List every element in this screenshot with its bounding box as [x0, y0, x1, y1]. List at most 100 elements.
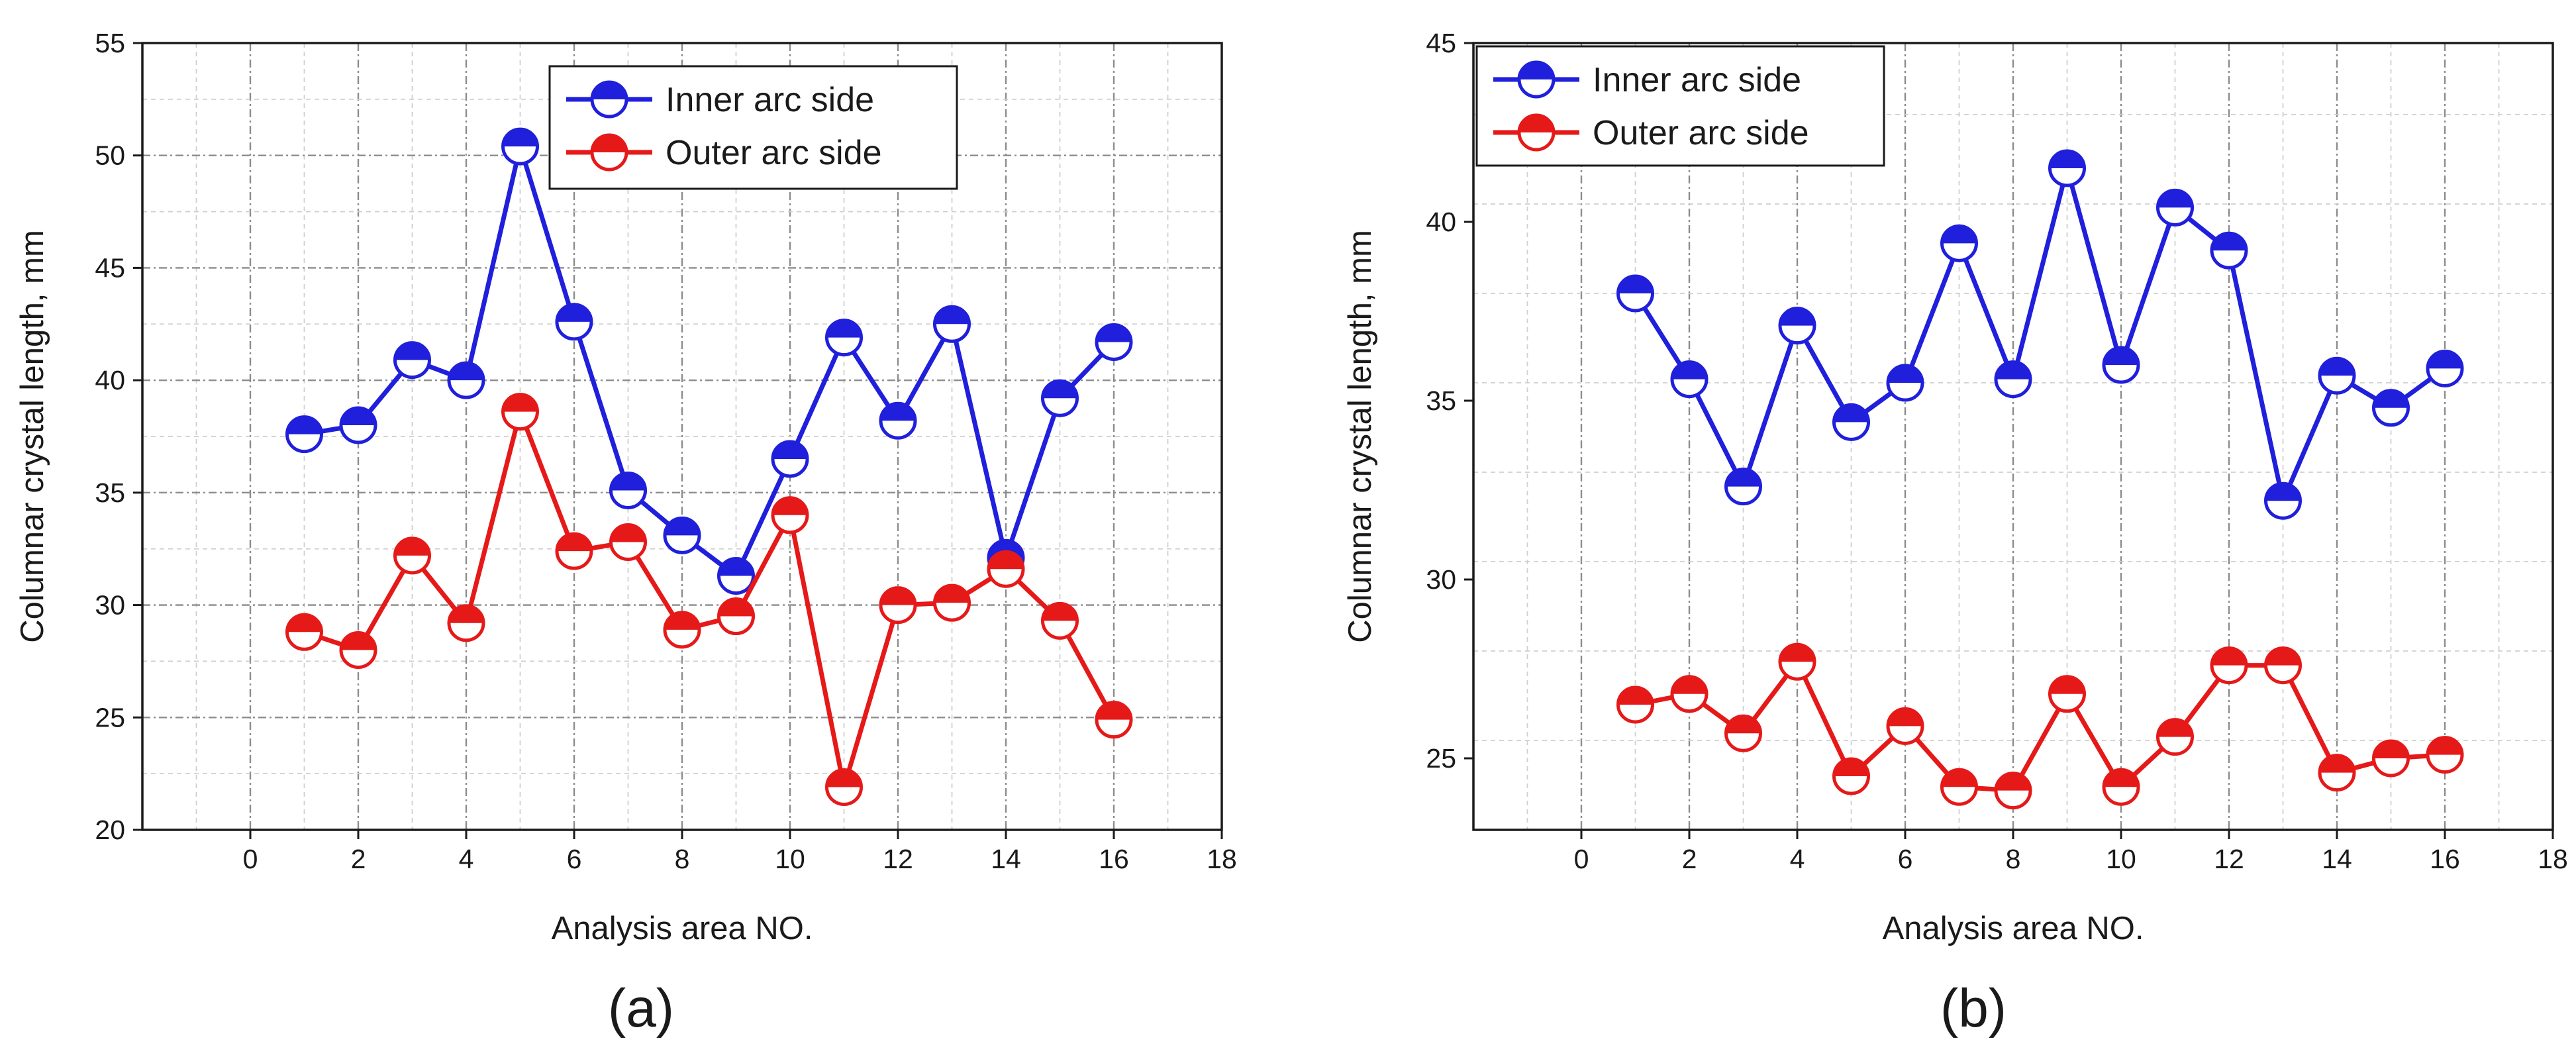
data-point — [1670, 675, 1709, 713]
marker-outline — [1778, 642, 1816, 681]
x-tick-label: 2 — [351, 844, 366, 874]
y-tick-label: 25 — [1426, 743, 1456, 774]
marker-outline — [663, 516, 701, 554]
data-point — [2318, 754, 2356, 792]
marker-fill — [2050, 151, 2085, 168]
marker-outline — [1724, 714, 1762, 752]
marker-outline — [879, 586, 917, 625]
marker-fill — [611, 525, 646, 542]
marker-outline — [1940, 224, 1978, 262]
marker-outline — [2156, 718, 2194, 756]
x-tick-label: 4 — [1790, 844, 1805, 874]
legend-marker — [1517, 60, 1556, 99]
data-point — [393, 536, 431, 575]
x-tick-label: 18 — [1207, 844, 1237, 874]
marker-outline — [2264, 646, 2302, 685]
marker-fill — [1097, 702, 1131, 720]
data-point — [663, 611, 701, 649]
series-outer-arc-side — [285, 393, 1133, 807]
data-point — [717, 556, 755, 595]
x-tick-label: 0 — [1574, 844, 1589, 874]
marker-outline — [1832, 403, 1870, 441]
data-point — [1724, 468, 1762, 506]
marker-fill — [1042, 381, 1077, 399]
data-point — [1886, 364, 1924, 402]
marker-outline — [825, 768, 863, 807]
data-point — [2102, 346, 2140, 384]
y-tick-label: 50 — [95, 140, 125, 171]
marker-fill — [2212, 233, 2246, 251]
marker-fill — [665, 518, 699, 536]
marker-fill — [826, 320, 862, 338]
marker-outline — [1886, 707, 1924, 745]
data-point — [2210, 231, 2248, 270]
marker-fill — [2104, 348, 2138, 365]
data-point — [1778, 307, 1816, 345]
marker-outline — [1095, 701, 1133, 739]
data-point — [447, 604, 485, 642]
data-point — [1616, 685, 1654, 724]
marker-fill — [1519, 115, 1554, 132]
marker-outline — [1886, 364, 1924, 402]
marker-fill — [773, 497, 807, 515]
marker-outline — [2048, 149, 2086, 187]
marker-outline — [2372, 739, 2410, 778]
marker-fill — [2157, 190, 2193, 208]
marker-outline — [825, 319, 863, 357]
marker-fill — [592, 82, 626, 99]
marker-fill — [2320, 755, 2354, 773]
grid — [142, 42, 1223, 831]
data-point — [1940, 768, 1978, 806]
data-point — [1095, 701, 1133, 739]
x-tick-label: 16 — [1099, 844, 1129, 874]
x-tick-label: 6 — [1898, 844, 1913, 874]
x-tick-label: 14 — [2322, 844, 2352, 874]
marker-outline — [339, 630, 377, 669]
panel-label: (b) — [1940, 978, 2006, 1038]
marker-outline — [1041, 379, 1079, 417]
marker-fill — [2104, 770, 2138, 787]
marker-fill — [2428, 737, 2462, 755]
marker-outline — [933, 305, 971, 343]
marker-fill — [1996, 362, 2030, 379]
series-inner-arc-side — [285, 127, 1133, 595]
y-axis-title: Columnar crystal length, mm — [15, 230, 50, 643]
marker-outline — [2048, 675, 2086, 713]
y-axis-title: Columnar crystal length, mm — [1342, 230, 1378, 643]
marker-fill — [2373, 390, 2408, 408]
x-tick-label: 12 — [2214, 844, 2244, 874]
x-tick-label: 4 — [459, 844, 474, 874]
marker-outline — [609, 523, 647, 562]
marker-fill — [611, 473, 646, 491]
marker-fill — [341, 408, 375, 426]
chart-panel-a: 0 2 4 6 8 10 12 14 16 18 20 25 30 35 40 45 50 55 Analysis … — [15, 28, 1237, 1038]
marker-fill — [934, 585, 969, 603]
marker-outline — [447, 604, 485, 642]
data-point — [501, 127, 539, 166]
data-point — [1832, 757, 1870, 795]
data-point — [1778, 642, 1816, 681]
marker-fill — [881, 587, 915, 605]
marker-fill — [1672, 676, 1707, 694]
data-point — [1832, 403, 1870, 441]
marker-outline — [1517, 60, 1556, 99]
marker-fill — [503, 394, 538, 412]
marker-fill — [287, 417, 322, 434]
data-point — [2318, 356, 2356, 395]
data-point — [2102, 768, 2140, 806]
marker-outline — [1670, 360, 1709, 399]
marker-outline — [2156, 188, 2194, 227]
data-point — [717, 597, 755, 636]
x-tick-label: 2 — [1682, 844, 1697, 874]
marker-outline — [1670, 675, 1709, 713]
marker-outline — [590, 133, 628, 172]
data-point — [2372, 739, 2410, 778]
marker-outline — [1616, 685, 1654, 724]
data-point — [825, 319, 863, 357]
data-point — [771, 440, 809, 478]
data-point — [555, 532, 593, 570]
y-tick-label: 35 — [95, 478, 125, 508]
y-tick-label: 45 — [1426, 28, 1456, 58]
marker-fill — [287, 615, 322, 632]
data-point — [1940, 224, 1978, 262]
